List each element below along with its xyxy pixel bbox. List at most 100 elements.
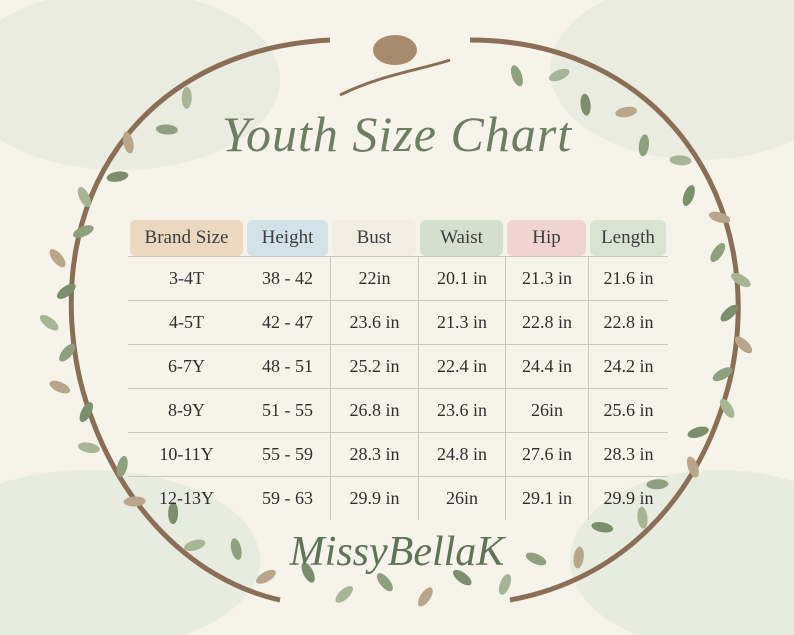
watercolor [550,0,794,160]
header-cell: Bust [332,220,416,256]
leaf [78,442,100,454]
table-cell: 28.3 in [330,432,418,476]
table-cell: 12-13Y [128,476,245,520]
brand: MissyBellaK [289,529,505,575]
table-cell: 55 - 59 [245,432,330,476]
table-cell: 26.8 in [330,388,418,432]
table-cell: 22.8 in [505,300,588,344]
table-cell: 21.3 in [418,300,505,344]
leaf [230,538,242,560]
leaf [669,155,692,166]
table-cell: 21.3 in [505,256,588,300]
leaves [39,65,753,607]
table-cell: 22in [330,256,418,300]
leaf [510,65,523,87]
table-cell: 20.1 in [418,256,505,300]
leaf [687,426,709,438]
leaf [712,367,733,382]
leaf [719,398,735,418]
leaf [59,343,76,362]
leaf [591,521,614,533]
table-cell: 28.3 in [588,432,668,476]
leaf [122,131,134,154]
header-cell: Waist [420,220,503,256]
table-cell: 23.6 in [418,388,505,432]
leaf [720,304,738,322]
table-cell: 23.6 in [330,300,418,344]
table-cell: 24.4 in [505,344,588,388]
leaf [734,336,753,354]
leaf [686,456,699,478]
leaf [116,455,128,478]
leaf [49,380,71,394]
table-cell: 38 - 42 [245,256,330,300]
leaf [548,68,570,82]
leaf [525,552,547,566]
header-cell: Brand Size [130,220,243,256]
table-cell: 4-5T [128,300,245,344]
title: Youth Size Chart [221,106,573,162]
table-cell: 25.2 in [330,344,418,388]
leaf [184,539,206,551]
watercolor [570,470,794,635]
bird [373,35,417,65]
leaf [646,479,669,490]
table-cell: 21.6 in [588,256,668,300]
table-cell: 22.8 in [588,300,668,344]
leaf [301,562,315,583]
leaf [256,569,276,584]
leaf [417,587,433,607]
leaf [580,93,591,116]
table-cell: 22.4 in [418,344,505,388]
table-cell: 3-4T [128,256,245,300]
table-cell: 25.6 in [588,388,668,432]
leaf [77,186,91,208]
leaf [335,586,353,603]
table-cell: 59 - 63 [245,476,330,520]
leaf [708,211,731,224]
table-cell: 42 - 47 [245,300,330,344]
table-cell: 29.9 in [588,476,668,520]
table-cell: 29.9 in [330,476,418,520]
branch [469,37,741,603]
leaf [79,402,93,423]
header-cell: Hip [507,220,586,256]
table-cell: 26in [505,388,588,432]
leaf [615,106,638,118]
size-table: Brand Size Height Bust Waist Hip Length 3-4T 38… [128,220,668,520]
table-cell: 26in [418,476,505,520]
leaf [106,171,129,182]
table-cell: 6-7Y [128,344,245,388]
watercolor [0,470,260,635]
table-cell: 10-11Y [128,432,245,476]
leaf [682,185,695,206]
leaf [181,86,192,109]
leaf [49,249,66,268]
leaf [637,506,648,529]
table-cell: 24.2 in [588,344,668,388]
leaf [731,272,751,288]
leaf [73,225,94,238]
leaf [710,242,726,263]
table-cell: 48 - 51 [245,344,330,388]
leaf [498,573,512,595]
leaf [452,569,472,586]
leaf [638,134,650,157]
leaf [573,546,584,569]
table-cell: 27.6 in [505,432,588,476]
table-cell: 24.8 in [418,432,505,476]
table-cell: 8-9Y [128,388,245,432]
leaf [56,283,76,299]
twig [339,58,451,97]
header-cell: Height [247,220,328,256]
table-cell: 51 - 55 [245,388,330,432]
leaf [123,496,146,507]
leaf [376,573,393,592]
leaf [168,502,179,525]
header-cell: Length [590,220,666,256]
leaf [39,314,59,331]
watercolor [0,0,280,170]
table-cell: 29.1 in [505,476,588,520]
